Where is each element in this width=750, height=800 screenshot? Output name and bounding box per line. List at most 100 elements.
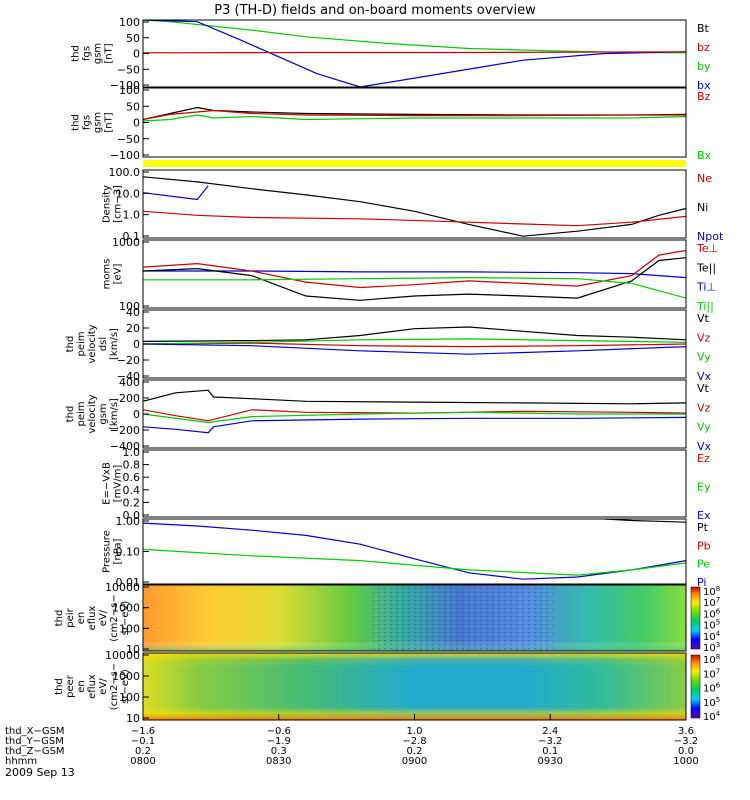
y-axis-label: thd bbox=[71, 114, 82, 131]
y-axis-label: eflux bbox=[87, 606, 98, 631]
y-axis-label: fgs bbox=[82, 46, 93, 61]
y-tick-label: 100 bbox=[119, 84, 140, 97]
y-tick-label: 0.6 bbox=[123, 471, 141, 484]
y-axis-label: Pressure bbox=[102, 530, 113, 573]
x-row-label: hhmm bbox=[5, 756, 37, 767]
colorbar-tick-label: 105 bbox=[703, 619, 720, 632]
y-tick-label: −400 bbox=[110, 440, 140, 453]
panel-6: 400 200 0 −200 −400 thd peim velocity gsm [km/s] V… bbox=[65, 376, 712, 453]
legend-ti: Ti⊥ bbox=[696, 281, 716, 294]
y-tick-label: 1000 bbox=[112, 670, 140, 683]
x-tick-label: −1.9 bbox=[267, 736, 291, 747]
y-axis-label: [km/s] bbox=[109, 328, 120, 360]
y-tick-label: −40 bbox=[117, 370, 140, 383]
legend-ex: Ex bbox=[697, 509, 711, 522]
x-tick-label: 0.2 bbox=[407, 746, 423, 757]
y-axis-label: thd bbox=[54, 678, 65, 695]
legend-bx: Bx bbox=[697, 149, 712, 162]
x-tick-label: 0.2 bbox=[135, 746, 151, 757]
spectrogram-texture bbox=[373, 585, 553, 651]
x-tick-label: 2.4 bbox=[542, 726, 558, 737]
legend-pe: Pe bbox=[697, 558, 710, 571]
y-tick-label: −20 bbox=[117, 354, 140, 367]
y-axis-label: [eV] bbox=[113, 264, 124, 285]
x-tick-label: 0800 bbox=[130, 756, 155, 767]
panel-frame bbox=[142, 518, 687, 585]
y-tick-label: 10000 bbox=[105, 649, 140, 662]
legend-vt: Vt bbox=[697, 312, 710, 325]
panel-7: 1.00.80.60.40.20.0 E=−VxB [mV/m] Ez Ey Ex bbox=[102, 446, 711, 522]
y-tick-label: 100.0 bbox=[109, 166, 141, 179]
x-tick-label: −2.8 bbox=[402, 736, 426, 747]
series-pi-line bbox=[143, 522, 686, 580]
y-axis-label: [nPa] bbox=[113, 538, 124, 564]
series-ni-line bbox=[143, 176, 686, 237]
legend-bz: bz bbox=[697, 41, 710, 54]
y-axis-label: velocity bbox=[87, 394, 98, 433]
y-axis-label: en bbox=[76, 680, 87, 693]
x-row-label: thd_Z−GSM bbox=[5, 746, 65, 757]
colorbar-tick-label: 107 bbox=[703, 596, 720, 609]
y-tick-label: 1000 bbox=[112, 236, 140, 249]
series-te-line bbox=[143, 249, 686, 289]
x-tick-label: 0.0 bbox=[678, 746, 694, 757]
y-axis-label: [km/s] bbox=[109, 398, 120, 430]
y-tick-label: 20 bbox=[126, 322, 140, 335]
y-axis-label: gsm bbox=[93, 43, 104, 64]
panel-2: 100 50 0 −50 −100 thd fgs gsm [nT] Bz Bx bbox=[71, 84, 712, 162]
legend-by: by bbox=[697, 60, 711, 73]
panel-frame bbox=[142, 239, 687, 309]
series-vy-line bbox=[143, 338, 686, 345]
series-vt-line bbox=[143, 326, 686, 342]
y-axis-label: peim bbox=[76, 401, 87, 426]
y-axis-label: eV/ bbox=[98, 678, 109, 695]
y-tick-label: 100 bbox=[119, 691, 140, 704]
panel-frame bbox=[142, 169, 687, 239]
series-vt-line bbox=[143, 389, 686, 405]
series-ti-line bbox=[143, 276, 686, 299]
y-axis-label: gsm bbox=[98, 403, 109, 424]
y-tick-label: 1.0 bbox=[123, 446, 141, 459]
y-tick-label: 1.00 bbox=[116, 515, 141, 528]
y-tick-label: 400 bbox=[119, 376, 140, 389]
x-tick-label: −0.6 bbox=[267, 726, 291, 737]
panel-3: 100.0 10.0 1.0 0.1 Density [cm−3] Ne Ni Npot bbox=[102, 166, 724, 243]
y-tick-label: 100 bbox=[119, 622, 140, 635]
y-tick-label: 40 bbox=[126, 306, 140, 319]
y-tick-label: 0 bbox=[133, 48, 140, 61]
legend-pt: Pt bbox=[697, 521, 709, 534]
x-tick-label: 0900 bbox=[402, 756, 427, 767]
y-axis-label: [mV/m] bbox=[113, 465, 124, 503]
x-row-label: thd_X−GSM bbox=[5, 726, 65, 737]
y-tick-label: −100 bbox=[110, 79, 140, 92]
series-npot-line bbox=[143, 185, 209, 201]
y-tick-label: 10000 bbox=[105, 581, 140, 594]
colorbar bbox=[690, 586, 701, 650]
y-axis-label: E=−VxB bbox=[102, 462, 113, 505]
colorbar-tick-label: 106 bbox=[703, 607, 721, 620]
series-bz-line bbox=[143, 51, 686, 54]
legend-bx: bx bbox=[697, 79, 711, 92]
y-tick-label: 100 bbox=[119, 16, 140, 29]
y-tick-label: 0.01 bbox=[116, 576, 141, 589]
y-axis-label: peim bbox=[76, 331, 87, 356]
series-te-line bbox=[143, 257, 686, 301]
series-vz-line bbox=[143, 409, 686, 422]
x-tick-label: 0930 bbox=[538, 756, 563, 767]
y-tick-label: −50 bbox=[117, 63, 140, 76]
colorbar-tick-label: 104 bbox=[703, 630, 721, 643]
colorbar-tick-label: 104 bbox=[703, 710, 721, 723]
panel-frame bbox=[142, 87, 687, 158]
colorbar bbox=[690, 654, 701, 719]
x-tick-label: 0.3 bbox=[271, 746, 287, 757]
colorbar-tick-label: 108 bbox=[703, 585, 720, 598]
y-tick-label: −50 bbox=[117, 133, 140, 146]
legend-pb: Pb bbox=[697, 539, 711, 552]
x-tick-label: −1.6 bbox=[131, 726, 155, 737]
legend-bz: Bz bbox=[697, 90, 711, 103]
colorbar-tick-label: 108 bbox=[703, 653, 720, 666]
legend-vt: Vt bbox=[697, 382, 710, 395]
y-tick-label: 0 bbox=[133, 408, 140, 421]
